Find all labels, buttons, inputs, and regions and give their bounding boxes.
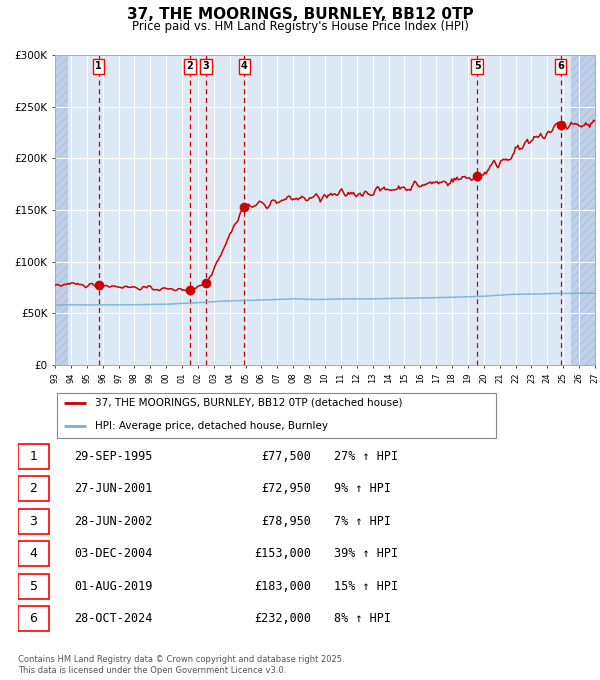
Text: £78,950: £78,950 [262, 515, 311, 528]
Bar [55, 55, 68, 365]
Text: 6: 6 [29, 612, 37, 625]
Text: HPI: Average price, detached house, Burnley: HPI: Average price, detached house, Burn… [95, 421, 328, 431]
Text: 2: 2 [29, 482, 37, 495]
Text: 28-JUN-2002: 28-JUN-2002 [74, 515, 153, 528]
Text: £72,950: £72,950 [262, 482, 311, 495]
Text: £77,500: £77,500 [262, 449, 311, 463]
Text: 5: 5 [474, 61, 481, 71]
Text: 37, THE MOORINGS, BURNLEY, BB12 0TP: 37, THE MOORINGS, BURNLEY, BB12 0TP [127, 7, 473, 22]
Text: 27-JUN-2001: 27-JUN-2001 [74, 482, 153, 495]
Text: 39% ↑ HPI: 39% ↑ HPI [334, 547, 398, 560]
Text: 01-AUG-2019: 01-AUG-2019 [74, 580, 153, 593]
Text: 29-SEP-1995: 29-SEP-1995 [74, 449, 153, 463]
Text: 37, THE MOORINGS, BURNLEY, BB12 0TP (detached house): 37, THE MOORINGS, BURNLEY, BB12 0TP (det… [95, 398, 403, 407]
Text: 15% ↑ HPI: 15% ↑ HPI [334, 580, 398, 593]
Text: 7% ↑ HPI: 7% ↑ HPI [334, 515, 391, 528]
Text: 03-DEC-2004: 03-DEC-2004 [74, 547, 153, 560]
Text: 1: 1 [29, 449, 37, 463]
Text: Price paid vs. HM Land Registry's House Price Index (HPI): Price paid vs. HM Land Registry's House … [131, 20, 469, 33]
Text: 1: 1 [95, 61, 102, 71]
Text: £153,000: £153,000 [254, 547, 311, 560]
Text: Contains HM Land Registry data © Crown copyright and database right 2025.
This d: Contains HM Land Registry data © Crown c… [18, 656, 344, 675]
Text: 5: 5 [29, 580, 38, 593]
Text: 8% ↑ HPI: 8% ↑ HPI [334, 612, 391, 625]
Text: 27% ↑ HPI: 27% ↑ HPI [334, 449, 398, 463]
Text: 9% ↑ HPI: 9% ↑ HPI [334, 482, 391, 495]
Text: 6: 6 [557, 61, 564, 71]
Text: 4: 4 [29, 547, 37, 560]
Text: £232,000: £232,000 [254, 612, 311, 625]
Text: £183,000: £183,000 [254, 580, 311, 593]
Bar [571, 55, 595, 365]
Text: 28-OCT-2024: 28-OCT-2024 [74, 612, 153, 625]
Text: 4: 4 [241, 61, 248, 71]
Text: 3: 3 [29, 515, 37, 528]
Text: 3: 3 [202, 61, 209, 71]
Text: 2: 2 [187, 61, 193, 71]
